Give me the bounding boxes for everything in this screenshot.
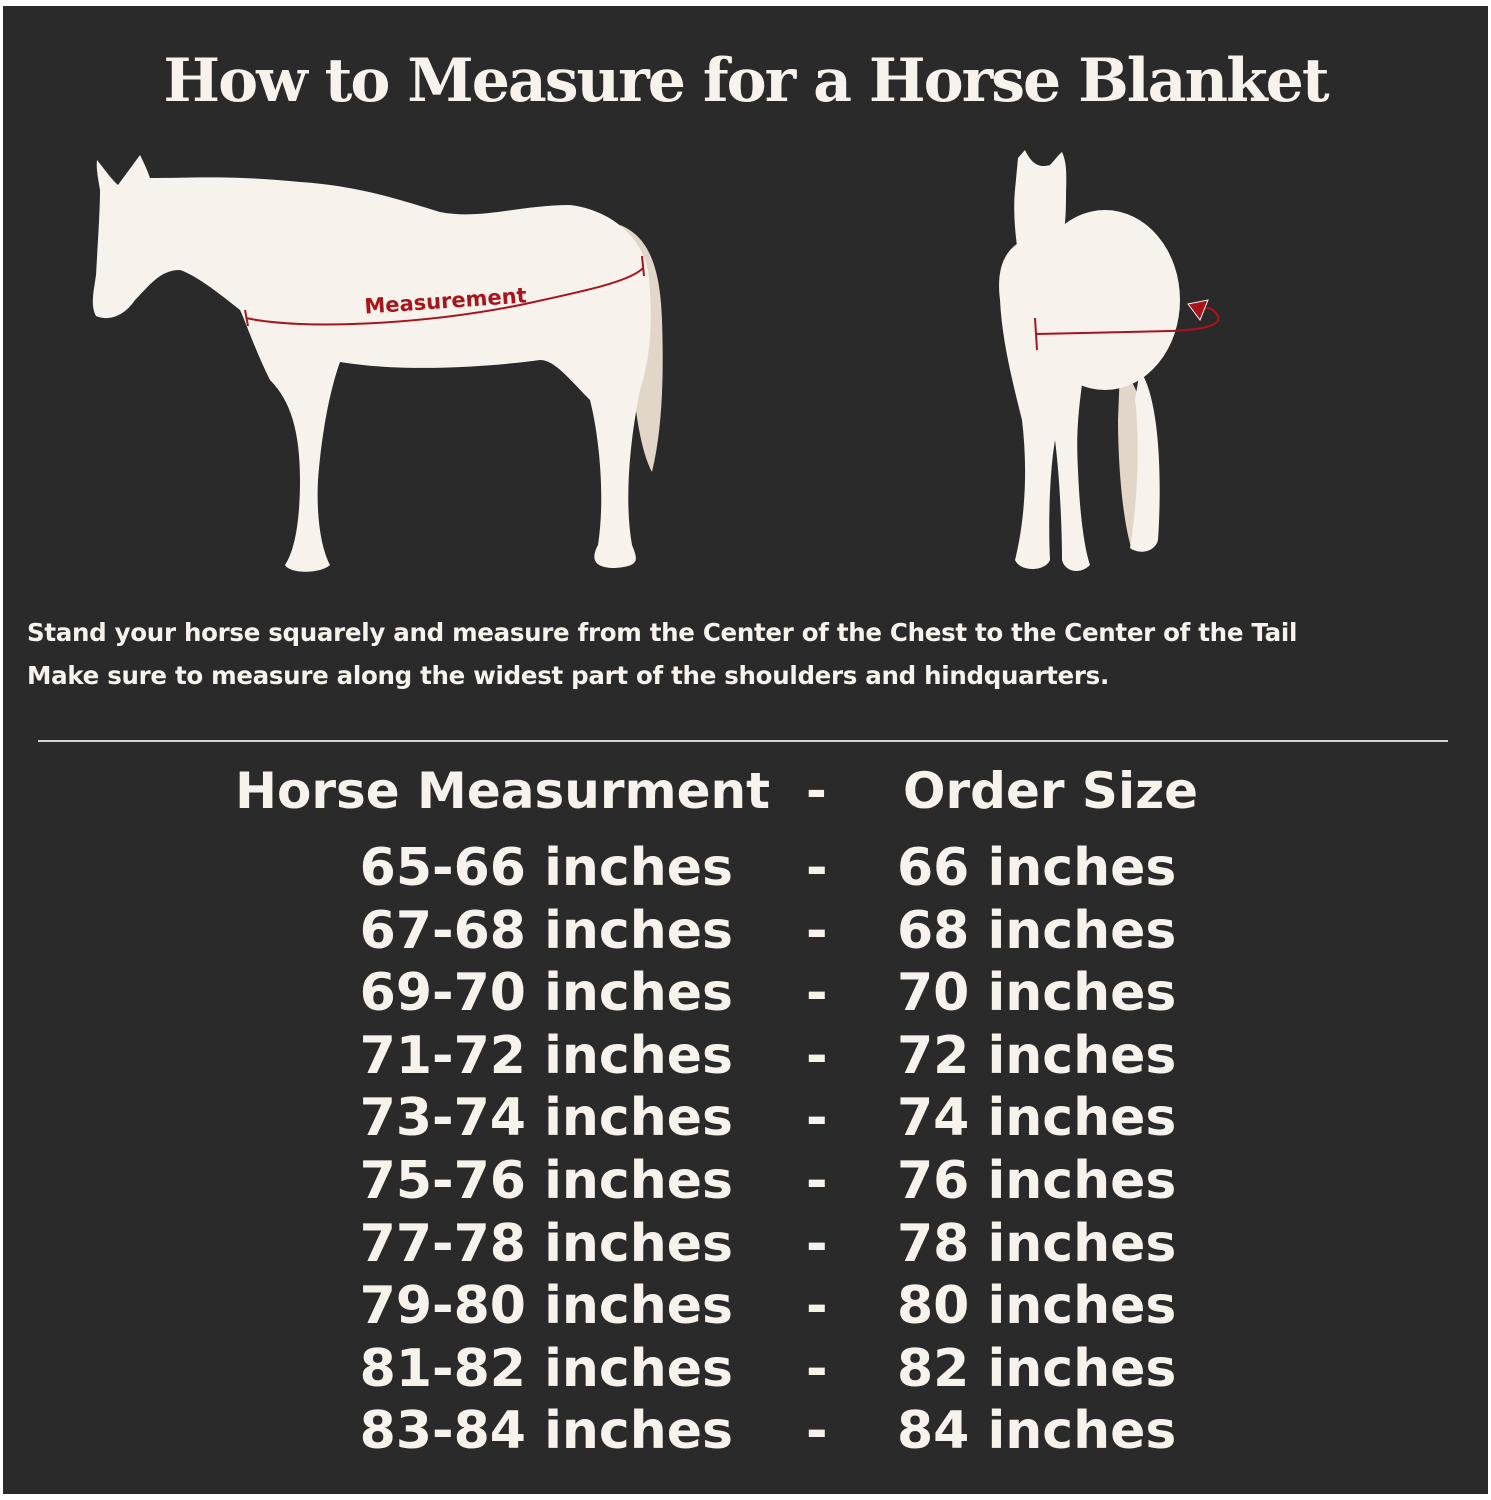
girth-start-tick: [1034, 317, 1038, 351]
divider: [38, 740, 1448, 742]
header-order-size: Order Size: [903, 762, 1199, 820]
row-measurement: 75-76 inches: [359, 1151, 733, 1211]
row-measurement: 79-80 inches: [359, 1276, 733, 1337]
row-measurement: 71-72 inches: [359, 1025, 733, 1086]
measurement-start-tick: [244, 309, 249, 327]
row-order-size: 66 inches: [897, 838, 1177, 898]
instruction-line-1: Stand your horse squarely and measure fr…: [27, 618, 1298, 647]
measurement-end-tick: [641, 255, 645, 277]
row-separator: -: [806, 963, 828, 1024]
row-order-size: 72 inches: [897, 1025, 1177, 1086]
front-horse-illustration: [999, 150, 1220, 572]
row-order-size: 74 inches: [897, 1088, 1177, 1149]
front-horse-far-leg: [1130, 370, 1160, 552]
side-horse-illustration: Measurement: [92, 155, 663, 572]
horse-diagrams: Measurement: [92, 150, 1220, 572]
row-separator: -: [806, 838, 828, 898]
row-order-size: 82 inches: [897, 1338, 1177, 1399]
row-separator: -: [806, 1276, 828, 1337]
row-separator: -: [806, 1338, 828, 1399]
row-measurement: 81-82 inches: [359, 1338, 733, 1399]
header-separator: -: [806, 762, 827, 820]
row-measurement: 77-78 inches: [359, 1213, 733, 1274]
row-measurement: 67-68 inches: [359, 900, 733, 961]
instruction-line-2: Make sure to measure along the widest pa…: [27, 661, 1109, 690]
measurement-line: [245, 267, 644, 326]
row-order-size: 80 inches: [897, 1276, 1177, 1337]
row-order-size: 68 inches: [897, 900, 1177, 961]
row-separator: -: [806, 1151, 828, 1211]
row-separator: -: [806, 1088, 828, 1149]
girth-line: [1036, 307, 1220, 335]
row-measurement: 73-74 inches: [359, 1088, 733, 1149]
row-separator: -: [806, 900, 828, 961]
row-order-size: 76 inches: [897, 1151, 1177, 1211]
row-measurement: 83-84 inches: [359, 1401, 733, 1462]
row-measurement: 69-70 inches: [359, 963, 733, 1024]
row-order-size: 84 inches: [897, 1401, 1177, 1462]
header-horse-measurement: Horse Measurment: [235, 762, 770, 820]
row-order-size: 78 inches: [897, 1213, 1177, 1274]
row-order-size: 70 inches: [897, 963, 1177, 1024]
girth-arrow-icon: [1187, 299, 1209, 322]
row-separator: -: [806, 1401, 828, 1462]
row-separator: -: [806, 1213, 828, 1274]
front-horse-chest-legs: [999, 235, 1090, 572]
row-separator: -: [806, 1025, 828, 1086]
side-horse-body: [92, 155, 651, 572]
page-title: How to Measure for a Horse Blanket: [163, 46, 1329, 116]
row-measurement: 65-66 inches: [359, 838, 733, 898]
